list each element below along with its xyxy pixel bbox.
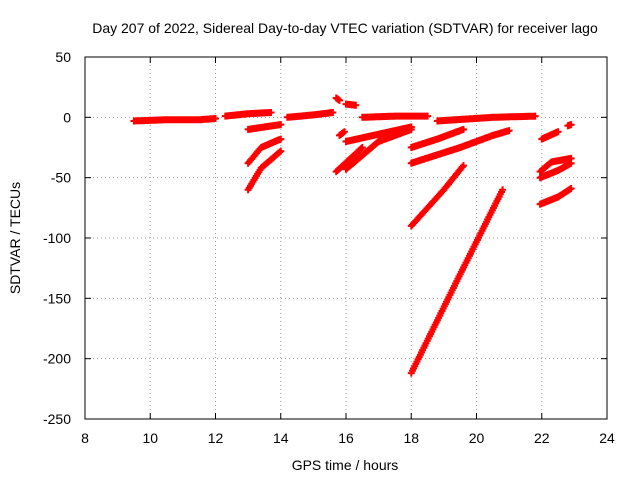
data-points <box>283 109 337 121</box>
data-points <box>332 94 343 104</box>
data-arc <box>244 147 285 194</box>
data-points <box>564 121 575 130</box>
y-tick-label: -150 <box>43 290 71 306</box>
data-arc <box>538 128 562 143</box>
y-tick-label: 0 <box>63 109 71 125</box>
data-points <box>536 159 575 182</box>
data-points <box>407 125 467 151</box>
data-points <box>358 112 432 121</box>
data-arc <box>536 185 575 208</box>
data-arc <box>283 109 337 121</box>
data-points <box>407 186 507 377</box>
data-points <box>536 185 575 208</box>
data-points <box>407 127 513 167</box>
data-points <box>538 128 562 143</box>
data-points <box>244 147 285 194</box>
data-points <box>244 121 285 133</box>
x-tick-label: 8 <box>81 430 89 446</box>
data-arc <box>336 128 348 139</box>
y-axis-label: SDTVAR / TECUs <box>7 182 23 294</box>
data-points <box>433 112 539 125</box>
chart-title: Day 207 of 2022, Sidereal Day-to-day VTE… <box>92 20 598 36</box>
data-arc <box>332 94 343 104</box>
data-points <box>130 115 219 125</box>
data-points <box>536 154 575 176</box>
data-marks <box>130 94 575 377</box>
x-tick-label: 14 <box>273 430 289 446</box>
x-axis-label: GPS time / hours <box>292 457 399 473</box>
x-tick-label: 24 <box>599 430 615 446</box>
data-arc <box>342 100 360 109</box>
data-arc <box>221 109 275 120</box>
data-arc <box>342 123 415 145</box>
data-points <box>244 135 285 167</box>
data-points <box>221 109 275 120</box>
data-arc <box>244 135 285 167</box>
x-tick-label: 20 <box>469 430 485 446</box>
data-arc <box>407 125 467 151</box>
data-arc <box>130 115 219 125</box>
y-tick-label: -200 <box>43 351 71 367</box>
x-tick-label: 16 <box>338 430 354 446</box>
data-arc <box>244 121 285 133</box>
x-tick-label: 18 <box>403 430 419 446</box>
data-arc <box>407 162 467 230</box>
x-tick-label: 10 <box>142 430 158 446</box>
y-tick-label: -100 <box>43 230 71 246</box>
y-axis-ticks: 50 0 -50 -100 -150 -200 -250 <box>43 49 607 427</box>
y-tick-label: -50 <box>51 170 71 186</box>
data-arc <box>536 154 575 176</box>
data-arc <box>407 127 513 167</box>
x-axis-ticks: 8 10 12 14 16 18 20 22 24 <box>81 57 615 446</box>
y-tick-label: -250 <box>43 411 71 427</box>
data-points <box>336 128 348 139</box>
data-points <box>342 100 360 109</box>
x-tick-label: 22 <box>534 430 550 446</box>
grid <box>85 57 607 419</box>
data-arc <box>564 121 575 130</box>
data-arc <box>433 112 539 125</box>
data-arc <box>332 144 366 176</box>
x-tick-label: 12 <box>208 430 224 446</box>
data-arc <box>407 186 507 377</box>
data-points <box>342 123 415 145</box>
y-tick-label: 50 <box>55 49 71 65</box>
data-arc <box>536 159 575 182</box>
data-arc <box>358 112 432 121</box>
data-points <box>407 162 467 230</box>
data-points <box>332 144 366 176</box>
